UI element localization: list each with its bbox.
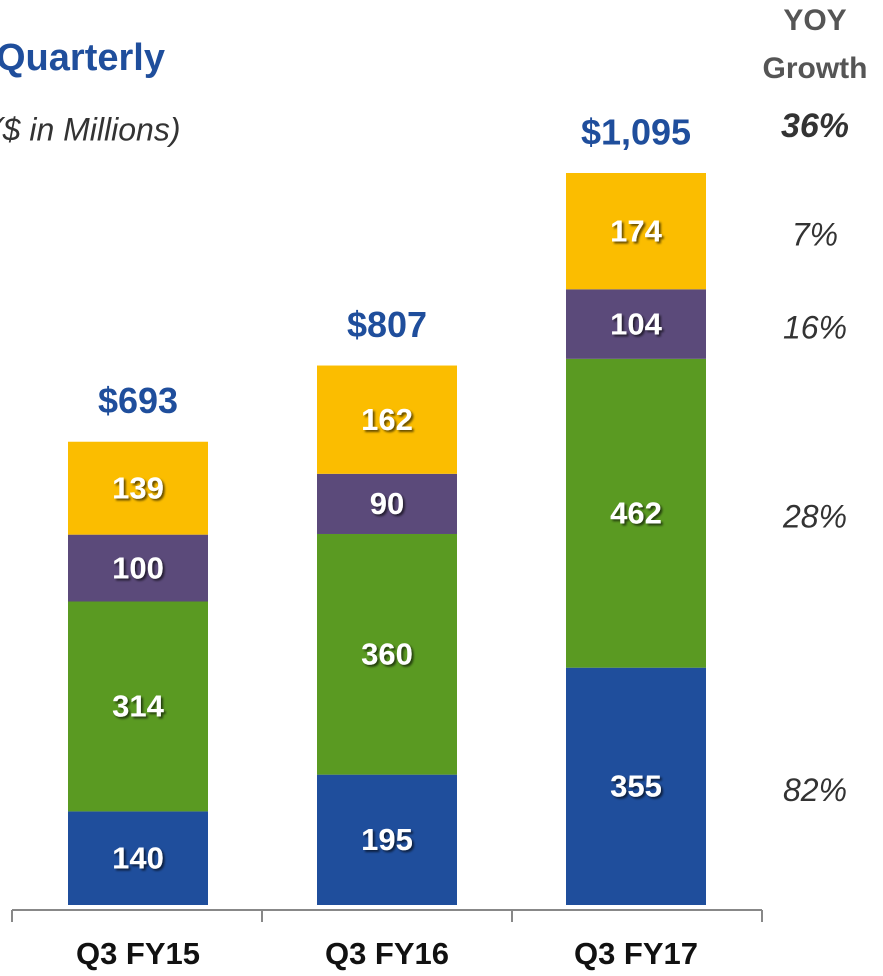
growth-label: 82% [783, 772, 847, 808]
bar-segment [68, 441, 208, 535]
total-growth: 36% [781, 107, 849, 145]
segment-label: 104 [610, 306, 662, 341]
growth-label: 16% [783, 310, 847, 346]
segment-label: 162 [361, 402, 413, 437]
bar-segment [566, 173, 706, 290]
x-tick-label: Q3 FY15 [76, 936, 200, 971]
segment-label: 360 [361, 637, 413, 672]
growth-label: 28% [782, 499, 847, 535]
segment-label: 90 [370, 486, 404, 521]
total-label: $693 [98, 380, 178, 421]
bar-segment [317, 774, 457, 905]
growth-title: YOY [783, 4, 846, 37]
x-tick-label: Q3 FY16 [325, 936, 449, 971]
bar-segment [317, 365, 457, 474]
segment-label: 314 [112, 689, 164, 724]
bar-segment [317, 533, 457, 775]
bar-segment [566, 289, 706, 359]
segment-label: 195 [361, 822, 413, 857]
segment-label: 174 [610, 213, 662, 248]
bar-segment [566, 358, 706, 668]
segment-label: 355 [610, 769, 662, 804]
segment-label: 462 [610, 495, 662, 530]
bar-segment [68, 534, 208, 602]
total-label: $1,095 [581, 112, 691, 153]
segment-label: 100 [112, 550, 164, 585]
bar-segment [68, 811, 208, 905]
bar-segment [566, 667, 706, 905]
segment-label: 140 [112, 840, 164, 875]
x-tick-label: Q3 FY17 [574, 936, 698, 971]
chart-subtitle: ($ in Millions) [0, 111, 180, 147]
chart-title: Quarterly [0, 37, 165, 79]
bar-segment [68, 601, 208, 812]
bar-segment [317, 473, 457, 534]
total-label: $807 [347, 304, 427, 345]
segment-label: 139 [112, 470, 164, 505]
growth-label: 7% [792, 217, 838, 253]
growth-title: Growth [763, 52, 868, 85]
